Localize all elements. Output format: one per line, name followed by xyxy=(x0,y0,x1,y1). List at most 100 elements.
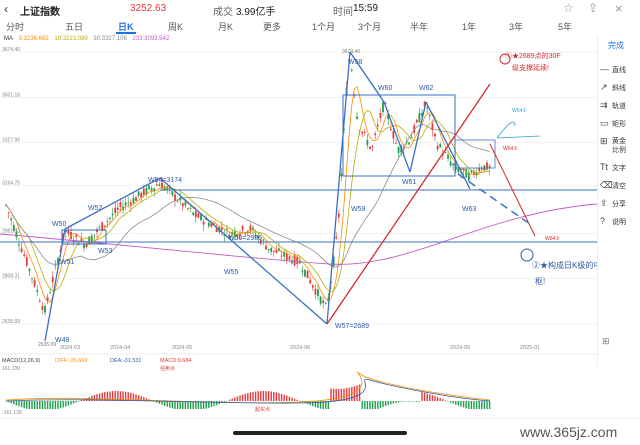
candle-body xyxy=(124,202,127,206)
candle-body xyxy=(447,154,449,159)
tab-daily-k[interactable]: 日K xyxy=(118,22,134,32)
wave-line xyxy=(44,228,66,342)
tool-label: 斜线 xyxy=(612,85,626,92)
favorite-icon[interactable]: ☆ xyxy=(563,1,574,15)
candle-body xyxy=(278,248,280,251)
candle-body xyxy=(376,124,379,127)
candle-body xyxy=(194,211,197,218)
macd-bar xyxy=(143,397,145,401)
tool-horizontal-line[interactable]: — 直线 xyxy=(598,64,640,78)
macd-bar xyxy=(423,392,426,401)
tab-3-month[interactable]: 3个月 xyxy=(358,22,382,32)
candle-body xyxy=(311,285,314,288)
tool-text[interactable]: Tt 文字 xyxy=(598,162,640,176)
tab-half-year[interactable]: 半年 xyxy=(410,22,429,32)
macd-bar xyxy=(5,401,7,402)
macd-bar xyxy=(39,401,41,409)
tool-clear[interactable]: ⌫ 清空 xyxy=(598,180,640,194)
macd-bar xyxy=(15,401,18,406)
candle-body xyxy=(332,256,335,267)
macd-bar xyxy=(189,401,192,409)
candle-body xyxy=(90,235,93,242)
candle-body xyxy=(116,207,119,210)
tool-help[interactable]: ? 说明 xyxy=(598,216,640,230)
macd-bar xyxy=(257,391,259,401)
candle-body xyxy=(137,191,140,196)
active-tab-indicator xyxy=(116,32,136,34)
horizontal-line-icon: — xyxy=(600,64,609,74)
home-indicator xyxy=(233,431,407,435)
tool-golden-ratio[interactable]: ⊞ 黄金比例 xyxy=(598,136,640,160)
macd-bar xyxy=(449,401,452,403)
wave-label: W63 xyxy=(462,206,477,213)
candle-body xyxy=(18,244,20,246)
price-axis-label: 3327.96 xyxy=(2,138,20,144)
macd-bar xyxy=(41,401,44,409)
macd-bar xyxy=(260,391,262,401)
candle-body xyxy=(426,107,429,109)
drawn-annotations xyxy=(0,51,597,342)
tab-more[interactable]: 更多 xyxy=(263,22,282,32)
macd-bar xyxy=(132,393,135,401)
collapse-icon[interactable]: ⊞ xyxy=(602,336,610,346)
kline-chart[interactable]: 3674.40 3501.18 3327.96 3164.75 2981.53 2808.… xyxy=(0,44,597,418)
tab-five-day[interactable]: 五日 xyxy=(65,22,84,32)
macd-bar xyxy=(436,397,439,401)
candle-body xyxy=(421,112,423,117)
wave-line xyxy=(349,51,385,103)
tab-1-year[interactable]: 1年 xyxy=(462,22,477,32)
candle-body xyxy=(270,247,273,252)
tool-channel[interactable]: ⇉ 轨道 xyxy=(598,100,640,114)
candle-body xyxy=(387,114,390,120)
candle-body xyxy=(51,276,54,283)
macd-bar xyxy=(486,401,488,409)
macd-bar xyxy=(403,401,405,402)
candle-body xyxy=(158,184,161,187)
candle-body xyxy=(288,256,291,260)
macd-bar xyxy=(434,396,436,401)
help-icon: ? xyxy=(600,216,606,226)
stock-title: 上证指数 xyxy=(20,7,60,18)
tab-monthly-k[interactable]: 月K xyxy=(218,22,234,32)
tool-label: 说明 xyxy=(612,219,626,226)
tool-rectangle[interactable]: ▭ 矩形 xyxy=(598,118,640,132)
candle-body xyxy=(220,227,223,231)
tab-weekly-k[interactable]: 周K xyxy=(168,22,184,32)
macd-bar xyxy=(70,401,72,405)
tool-share[interactable]: ⇪ 分享 xyxy=(598,198,640,212)
candle-body xyxy=(439,144,442,148)
volume-label: 成交 xyxy=(213,7,233,18)
date-axis-label: 2024-06 xyxy=(290,345,310,351)
tab-5-year[interactable]: 5年 xyxy=(558,22,573,32)
share-icon[interactable]: ⇪ xyxy=(588,1,599,15)
candle-body xyxy=(15,231,18,238)
macd-dea: DEA:-31.531 xyxy=(110,358,142,364)
tab-timeshare[interactable]: 分时 xyxy=(6,22,25,32)
wave-label: W60 xyxy=(378,85,393,92)
candle-body xyxy=(176,200,179,202)
tool-diagonal-line[interactable]: ↗ 斜线 xyxy=(598,82,640,96)
done-button[interactable]: 完成 xyxy=(608,41,624,50)
candle-body xyxy=(187,208,189,210)
macd-bar xyxy=(325,401,327,409)
wave-label: W57=2689 xyxy=(335,323,369,330)
axis-labels: 3674.40 3501.18 3327.96 3164.75 2981.53 2808.… xyxy=(2,47,597,351)
candle-body xyxy=(478,167,481,171)
macd-bar xyxy=(278,393,280,401)
macd-bar xyxy=(379,401,382,409)
close-icon[interactable]: × xyxy=(615,1,623,16)
candle-body xyxy=(192,212,195,215)
candle-body xyxy=(197,213,200,218)
macd-bar xyxy=(228,399,231,401)
candle-body xyxy=(408,142,410,145)
candle-body xyxy=(322,300,325,304)
candle-body xyxy=(465,169,468,178)
macd-bar xyxy=(67,401,70,406)
high-price-label: 3674.40 xyxy=(342,49,360,55)
candle-body xyxy=(236,234,239,237)
tab-1-month[interactable]: 1个月 xyxy=(312,22,336,32)
tab-3-year[interactable]: 3年 xyxy=(509,22,524,32)
macd-bar xyxy=(236,396,239,401)
back-icon[interactable]: ‹ xyxy=(4,2,8,16)
time-label: 时间 xyxy=(333,7,353,18)
